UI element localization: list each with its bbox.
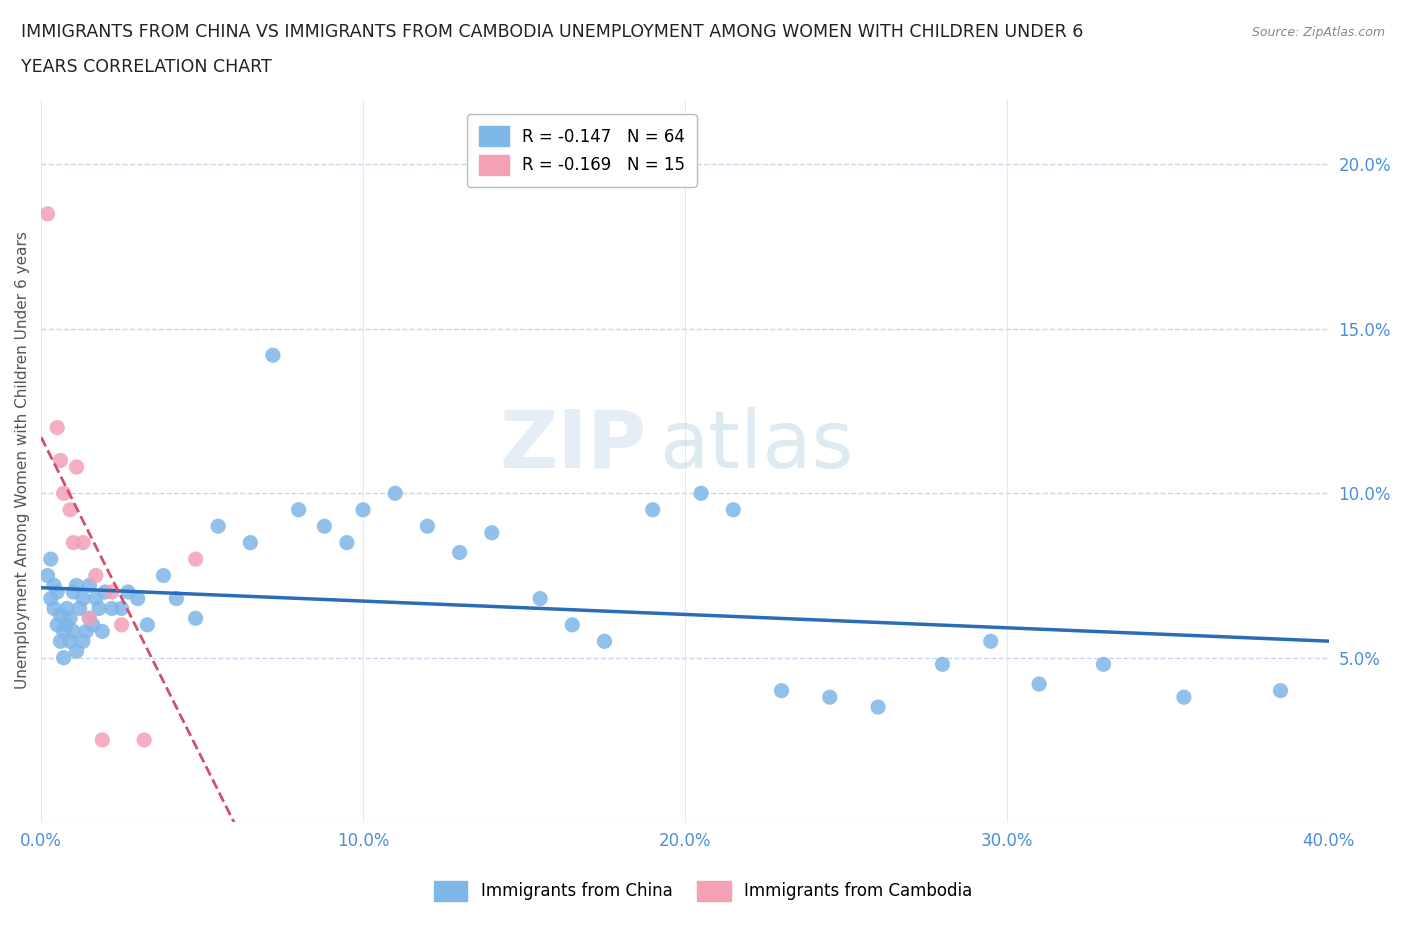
Point <box>75 624 97 639</box>
Point <box>52 485 75 500</box>
Point <box>1092 657 1115 671</box>
Point <box>384 485 406 500</box>
Point <box>723 502 745 517</box>
Point <box>770 684 793 698</box>
Point <box>42 578 65 592</box>
Legend: Immigrants from China, Immigrants from Cambodia: Immigrants from China, Immigrants from C… <box>427 874 979 908</box>
Point <box>1270 684 1292 698</box>
Text: YEARS CORRELATION CHART: YEARS CORRELATION CHART <box>21 58 271 75</box>
Text: ZIP: ZIP <box>499 407 647 485</box>
Legend: R = -0.147   N = 64, R = -0.169   N = 15: R = -0.147 N = 64, R = -0.169 N = 15 <box>467 114 697 187</box>
Point <box>72 634 94 649</box>
Point <box>72 535 94 550</box>
Point <box>101 585 124 600</box>
Point <box>82 618 104 632</box>
Point <box>39 591 62 606</box>
Point <box>239 535 262 550</box>
Point <box>136 618 159 632</box>
Point <box>59 502 82 517</box>
Point <box>184 611 207 626</box>
Point <box>39 551 62 566</box>
Point <box>37 206 59 221</box>
Point <box>87 601 110 616</box>
Point <box>110 601 132 616</box>
Point <box>42 601 65 616</box>
Point <box>59 634 82 649</box>
Point <box>561 618 583 632</box>
Point <box>49 607 72 622</box>
Point <box>46 585 69 600</box>
Point <box>152 568 174 583</box>
Point <box>868 699 890 714</box>
Point <box>94 585 117 600</box>
Point <box>37 568 59 583</box>
Point <box>1028 677 1050 692</box>
Point <box>84 591 107 606</box>
Text: Source: ZipAtlas.com: Source: ZipAtlas.com <box>1251 26 1385 39</box>
Point <box>593 634 616 649</box>
Point <box>72 591 94 606</box>
Point <box>65 578 87 592</box>
Point <box>65 644 87 658</box>
Point <box>79 611 101 626</box>
Point <box>165 591 187 606</box>
Point <box>287 502 309 517</box>
Y-axis label: Unemployment Among Women with Children Under 6 years: Unemployment Among Women with Children U… <box>15 232 30 689</box>
Point <box>980 634 1002 649</box>
Point <box>931 657 953 671</box>
Point <box>56 618 79 632</box>
Point <box>184 551 207 566</box>
Point <box>117 585 139 600</box>
Point <box>59 611 82 626</box>
Point <box>262 348 284 363</box>
Point <box>416 519 439 534</box>
Point <box>56 601 79 616</box>
Point <box>481 525 503 540</box>
Point <box>314 519 336 534</box>
Point <box>641 502 664 517</box>
Text: IMMIGRANTS FROM CHINA VS IMMIGRANTS FROM CAMBODIA UNEMPLOYMENT AMONG WOMEN WITH : IMMIGRANTS FROM CHINA VS IMMIGRANTS FROM… <box>21 23 1084 41</box>
Point <box>62 535 84 550</box>
Point <box>46 618 69 632</box>
Point <box>101 601 124 616</box>
Text: atlas: atlas <box>659 407 853 485</box>
Point <box>62 624 84 639</box>
Point <box>818 690 841 705</box>
Point <box>79 578 101 592</box>
Point <box>52 650 75 665</box>
Point <box>207 519 229 534</box>
Point <box>110 618 132 632</box>
Point <box>127 591 149 606</box>
Point <box>49 634 72 649</box>
Point <box>449 545 471 560</box>
Point <box>690 485 713 500</box>
Point <box>65 459 87 474</box>
Point <box>84 568 107 583</box>
Point <box>91 624 114 639</box>
Point <box>336 535 359 550</box>
Point <box>134 733 156 748</box>
Point <box>352 502 374 517</box>
Point <box>49 453 72 468</box>
Point <box>529 591 551 606</box>
Point <box>91 733 114 748</box>
Point <box>46 420 69 435</box>
Point <box>79 611 101 626</box>
Point <box>52 624 75 639</box>
Point <box>69 601 91 616</box>
Point <box>1173 690 1195 705</box>
Point <box>62 585 84 600</box>
